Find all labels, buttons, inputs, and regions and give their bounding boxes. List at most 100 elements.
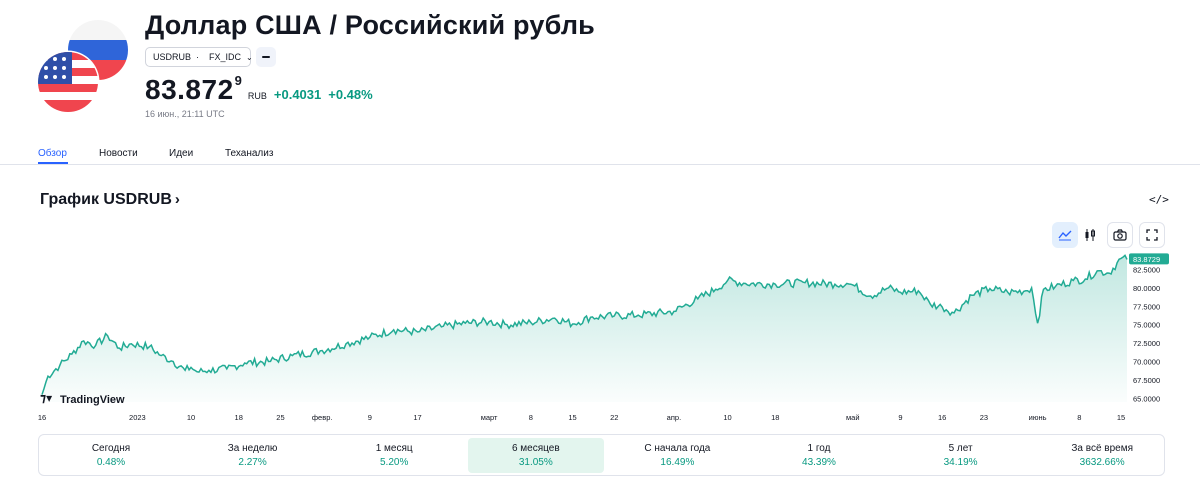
fullscreen-button[interactable] [1139,222,1165,248]
price-currency: RUB [247,91,267,101]
minus-icon [262,56,270,58]
price-line [41,254,1128,395]
area-chart-button[interactable] [1052,222,1078,248]
usdrub-flag-icon [38,20,128,112]
x-tick-label: 10 [187,413,195,422]
page-title: Доллар США / Российский рубль [145,10,595,40]
x-tick-label: февр. [312,413,333,422]
camera-icon [1113,229,1127,241]
x-tick-label: 10 [723,413,731,422]
x-tick-label: 22 [610,413,618,422]
x-tick-label: 15 [568,413,576,422]
period-label: С начала года [644,443,711,454]
performance-periods: Сегодня 0.48% За неделю 2.27% 1 месяц 5.20% 6 … [38,434,1165,476]
symbol-selector[interactable]: USDRUB · FX_IDC ⌄ [145,47,253,67]
period-value: 16.49% [660,457,695,468]
period-value: 3632.66% [1079,457,1125,468]
screenshot-button[interactable] [1107,222,1133,248]
price-timestamp: 16 июн., 21:11 UTC [145,109,225,119]
y-tick-label: 67.5000 [1133,376,1160,385]
y-tick-label: 80.0000 [1133,284,1160,293]
chart-section-title-text: График USDRUB [40,191,172,208]
symbol-label: USDRUB [153,52,192,62]
candles-icon [1085,229,1095,241]
x-tick-label: 9 [368,413,372,422]
tab-ideas[interactable]: Идеи [169,148,194,159]
x-tick-label: 17 [413,413,421,422]
chart-section-title[interactable]: График USDRUB › [40,191,180,209]
period-button[interactable]: 1 месяц 5.20% [326,438,462,473]
last-price-label: 83.8729 [1133,255,1160,264]
y-tick-label: 70.0000 [1133,358,1160,367]
x-tick-label: июнь [1029,413,1047,422]
period-button[interactable]: 5 лет 34.19% [893,438,1029,473]
svg-text:TradingView: TradingView [60,394,125,406]
period-button[interactable]: 6 месяцев 31.05% [467,438,604,473]
x-tick-label: 8 [529,413,533,422]
period-label: 1 месяц [375,443,413,454]
chevron-right-icon: › [174,191,180,208]
separator-dot: · [196,52,200,62]
period-value: 34.19% [943,457,978,468]
period-button[interactable]: За неделю 2.27% [185,438,321,473]
price-row: 83.872 9 RUB +0.4031 +0.48% [145,73,373,106]
fullscreen-icon [1146,229,1158,241]
y-axis: 82.5000 80.0000 77.5000 75.0000 72.5000 70.00… [1133,265,1160,403]
period-value: 5.20% [380,457,409,468]
period-label: 6 месяцев [511,443,560,454]
y-tick-label: 77.5000 [1133,302,1160,311]
x-tick-label: март [481,413,498,422]
period-value: 2.27% [238,457,267,468]
period-label: За неделю [227,443,278,454]
x-tick-label: 8 [1077,413,1081,422]
period-button[interactable]: Сегодня 0.48% [43,438,179,473]
price-value: 83.872 [145,74,234,105]
period-button[interactable]: 1 год 43.39% [751,438,887,473]
x-tick-label: 9 [898,413,902,422]
last-price-box [1129,253,1169,265]
period-label: 5 лет [948,443,973,454]
x-tick-label: 25 [276,413,284,422]
tab-bar: Обзор Новости Идеи Теханализ [0,140,1200,165]
tab-technicals[interactable]: Теханализ [225,148,274,159]
tradingview-watermark: ⁊▾ TradingView [40,391,125,406]
price-chart[interactable]: 82.5000 80.0000 77.5000 75.0000 72.5000 70.00… [0,250,1200,430]
period-label: 1 год [807,443,831,454]
x-tick-label: 23 [980,413,988,422]
period-button[interactable]: С начала года 16.49% [609,438,745,473]
y-tick-label: 72.5000 [1133,339,1160,348]
svg-text:⁊▾: ⁊▾ [40,391,52,405]
y-tick-label: 82.5000 [1133,265,1160,274]
y-tick-label: 75.0000 [1133,321,1160,330]
tab-active-indicator [38,162,68,164]
y-tick-label: 65.0000 [1133,394,1160,403]
code-icon[interactable]: </> [1149,193,1169,206]
price-change-pct: +0.48% [328,87,373,102]
period-label: За всё время [1071,443,1134,454]
minus-button[interactable] [256,47,276,67]
x-tick-label: 18 [771,413,779,422]
period-value: 31.05% [518,457,553,468]
chevron-down-icon: ⌄ [246,52,253,62]
period-label: Сегодня [91,443,131,454]
area-chart-icon [1058,230,1072,241]
x-tick-label: май [846,413,860,422]
x-tick-label: 16 [38,413,46,422]
x-tick-label: апр. [667,413,682,422]
x-tick-label: 18 [235,413,243,422]
x-tick-label: 15 [1117,413,1125,422]
price-superscript: 9 [234,73,242,88]
period-value: 0.48% [96,457,126,468]
price-area-fill [42,255,1127,402]
x-axis: 16 2023 10 18 25 февр. 9 17 март 8 15 22 апр. 10 18 май… [38,413,1125,422]
exchange-label: FX_IDC [209,52,242,62]
tab-news[interactable]: Новости [99,148,138,159]
candles-button[interactable] [1077,222,1103,248]
x-tick-label: 16 [938,413,946,422]
price-change-abs: +0.4031 [273,87,322,102]
period-value: 43.39% [802,457,836,468]
tab-overview[interactable]: Обзор [38,148,67,159]
last-price-tag: 83.8729 [1129,253,1169,265]
period-button[interactable]: За всё время 3632.66% [1034,438,1170,473]
x-tick-label: 2023 [129,413,146,422]
